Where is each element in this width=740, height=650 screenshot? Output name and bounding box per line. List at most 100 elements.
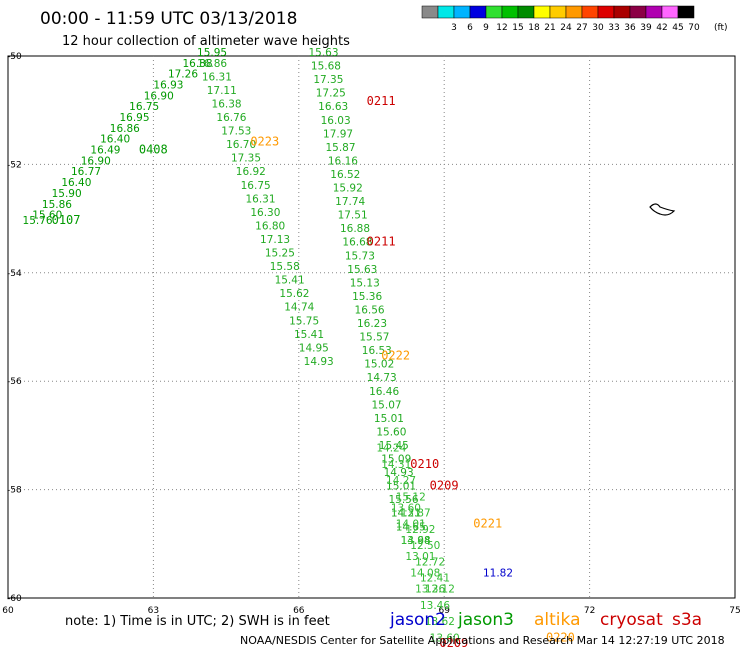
x-tick-label: 63 bbox=[148, 606, 159, 616]
swh-value: 16.23 bbox=[357, 318, 387, 330]
plot-frame bbox=[7, 55, 736, 599]
swh-value: 16.75 bbox=[241, 180, 271, 192]
swh-value: 14.27 bbox=[386, 475, 416, 487]
swh-value: 15.45 bbox=[379, 440, 409, 452]
swh-value: 16.38 bbox=[212, 98, 242, 110]
track-jason2: 11.82 bbox=[483, 567, 513, 579]
legend-unit: (ft) bbox=[714, 23, 728, 33]
swh-value: 15.68 bbox=[311, 61, 341, 73]
legend-swatch bbox=[549, 5, 567, 19]
swh-value: 13.46 bbox=[420, 600, 450, 612]
swh-value: 15.90 bbox=[52, 188, 82, 200]
legend-label: 15 bbox=[512, 23, 523, 33]
track-jason3: 15.7615.6015.8615.9016.4016.7716.9016.49… bbox=[23, 47, 228, 227]
swh-value: 16.56 bbox=[355, 304, 385, 316]
swh-value: 15.07 bbox=[372, 399, 402, 411]
swh-value: 15.58 bbox=[270, 261, 300, 273]
swh-value: 15.01 bbox=[386, 481, 416, 493]
swh-value: 16.90 bbox=[81, 155, 111, 167]
y-tick-label: -54 bbox=[7, 269, 22, 279]
swh-value: 14.65 bbox=[396, 521, 426, 533]
legend-swatch bbox=[485, 5, 503, 19]
swh-value: 17.11 bbox=[207, 85, 237, 97]
legend-label: 70 bbox=[688, 23, 700, 33]
time-label: 0210 bbox=[410, 457, 439, 471]
swh-value: 15.60 bbox=[32, 210, 62, 222]
swh-value: 13.36 bbox=[415, 584, 445, 596]
swh-value: 15.76 bbox=[23, 215, 53, 227]
swh-value: 14.21 bbox=[391, 508, 421, 520]
time-label: 0408 bbox=[139, 143, 168, 157]
legend-swatch bbox=[421, 5, 439, 19]
legend-swatch bbox=[597, 5, 615, 19]
swh-value: 16.88 bbox=[182, 58, 212, 70]
swh-value: 13.01 bbox=[405, 551, 435, 563]
swh-value: 12.41 bbox=[420, 573, 450, 585]
swh-value: 16.90 bbox=[144, 90, 174, 102]
swh-value: 16.95 bbox=[119, 112, 149, 124]
swh-value: 12.50 bbox=[410, 540, 440, 552]
time-label: 0209 bbox=[439, 636, 468, 650]
swh-value: 14.64 bbox=[401, 535, 431, 547]
swh-value: 16.31 bbox=[245, 193, 275, 205]
satellite-jason2: jason2 bbox=[389, 610, 446, 630]
swh-value: 14.95 bbox=[299, 342, 329, 354]
swh-value: 13.60 bbox=[391, 502, 421, 514]
legend-label: 3 bbox=[451, 23, 457, 33]
swh-value: 14.74 bbox=[284, 302, 314, 314]
legend-swatch bbox=[437, 5, 455, 19]
swh-value: 15.13 bbox=[350, 277, 380, 289]
swh-value: 15.92 bbox=[333, 183, 363, 195]
swh-value: 14.93 bbox=[384, 467, 414, 479]
time-label: 0209 bbox=[430, 479, 459, 493]
satellite-legend: jason2 jason3 altika cryosat s3a bbox=[389, 610, 702, 630]
swh-value: 12.12 bbox=[425, 584, 455, 596]
swh-value: 16.40 bbox=[100, 134, 130, 146]
track-jason3: 13.60 14.01 14.64 13.01 14.08 13.36 13.46 13.62… bbox=[391, 502, 575, 650]
swh-value: 16.16 bbox=[328, 155, 358, 167]
legend-label: 12 bbox=[496, 23, 507, 33]
swh-value: 15.56 bbox=[388, 494, 418, 506]
swh-value: 13.87 bbox=[401, 508, 431, 520]
track-jason3: 16.8616.3117.1116.3816.7617.5316.7017.35… bbox=[197, 58, 334, 368]
time-label: 0107 bbox=[52, 213, 81, 227]
legend-label: 21 bbox=[544, 23, 555, 33]
swh-value: 16.52 bbox=[330, 169, 360, 181]
swh-value: 12.92 bbox=[405, 524, 435, 536]
swh-value: 16.93 bbox=[153, 80, 183, 92]
satellite-altika: altika bbox=[534, 610, 581, 630]
color-legend: 3 6 9 12 15 18 21 24 27 30 33 36 39 42 45 70 (ft) bbox=[421, 5, 728, 33]
swh-value: 14.08 bbox=[410, 567, 440, 579]
legend-swatch bbox=[645, 5, 663, 19]
satellite-s3a: s3a bbox=[672, 610, 702, 630]
swh-value: 17.35 bbox=[313, 74, 343, 86]
legend-swatch bbox=[677, 5, 695, 19]
plot-area: 60 63 66 69 72 75-50-52-54-56-58-60 15.7615.6… bbox=[2, 47, 740, 650]
legend-label: 36 bbox=[624, 23, 636, 33]
swh-value: 16.30 bbox=[250, 207, 280, 219]
swh-value: 16.88 bbox=[340, 223, 370, 235]
swh-value: 15.75 bbox=[289, 315, 319, 327]
swh-value: 17.25 bbox=[316, 88, 346, 100]
swh-value: 16.76 bbox=[216, 112, 246, 124]
legend-swatch bbox=[629, 5, 647, 19]
swh-value: 16.31 bbox=[202, 71, 232, 83]
x-tick-label: 75 bbox=[729, 606, 740, 616]
swh-value: 16.53 bbox=[362, 345, 392, 357]
swh-value: 17.97 bbox=[323, 128, 353, 140]
swh-value: 15.60 bbox=[376, 426, 406, 438]
swh-value: 17.26 bbox=[168, 69, 198, 81]
swh-value: 15.25 bbox=[265, 248, 295, 260]
swh-value: 14.93 bbox=[304, 356, 334, 368]
y-tick-label: -50 bbox=[7, 52, 22, 62]
swh-value: 17.74 bbox=[335, 196, 365, 208]
legend-swatch bbox=[613, 5, 631, 19]
legend-label: 24 bbox=[560, 23, 572, 33]
swh-value: 17.13 bbox=[260, 234, 290, 246]
y-tick-label: -60 bbox=[7, 594, 22, 604]
swh-value: 15.01 bbox=[374, 413, 404, 425]
legend-label: 9 bbox=[483, 23, 489, 33]
x-tick-label: 60 bbox=[2, 606, 14, 616]
swh-value: 16.49 bbox=[90, 145, 120, 157]
